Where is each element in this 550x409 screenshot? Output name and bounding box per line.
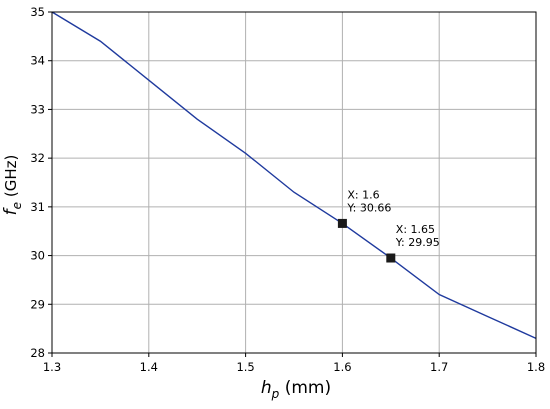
x-axis-label-sub: p <box>271 387 280 401</box>
marker-label-x: X: 1.6 <box>347 188 379 201</box>
y-axis-label: fe (GHz) <box>1 155 24 216</box>
x-tick-label: 1.7 <box>430 360 448 374</box>
series-layer <box>51 11 537 340</box>
marker-label-y: Y: 30.66 <box>346 201 391 214</box>
y-axis-label-sub: e <box>10 202 24 209</box>
y-tick-label: 30 <box>30 249 45 263</box>
series-line <box>51 11 537 340</box>
x-axis-label-main: h <box>261 378 272 398</box>
x-axis-label-unit: (mm) <box>279 378 331 398</box>
y-tick-label: 32 <box>30 151 45 165</box>
grid <box>51 11 537 354</box>
data-marker <box>337 218 347 228</box>
x-tick-label: 1.4 <box>140 360 158 374</box>
marker-label-y: Y: 29.95 <box>395 236 440 249</box>
y-tick-label: 35 <box>30 5 45 19</box>
data-marker <box>386 253 396 263</box>
y-tick-label: 31 <box>30 200 45 214</box>
x-tick-label: 1.5 <box>236 360 254 374</box>
y-axis-label-unit: (GHz) <box>2 155 20 202</box>
marker-label-x: X: 1.65 <box>396 223 435 236</box>
y-axis: 28 29 30 31 32 33 34 35 <box>30 5 52 360</box>
y-tick-label: 29 <box>30 297 45 311</box>
y-tick-label: 33 <box>30 102 45 116</box>
y-tick-label: 28 <box>30 346 45 360</box>
x-axis: 1.3 1.4 1.5 1.6 1.7 1.8 <box>43 353 545 374</box>
x-tick-label: 1.3 <box>43 360 61 374</box>
x-tick-label: 1.6 <box>333 360 351 374</box>
y-tick-label: 34 <box>30 54 45 68</box>
marker-layer: X: 1.6Y: 30.66 X: 1.65Y: 29.95 <box>337 188 440 263</box>
y-axis-label-main: f <box>1 206 21 215</box>
x-tick-label: 1.8 <box>527 360 545 374</box>
plot-frame <box>51 11 537 354</box>
x-axis-label: hp (mm) <box>261 378 331 401</box>
